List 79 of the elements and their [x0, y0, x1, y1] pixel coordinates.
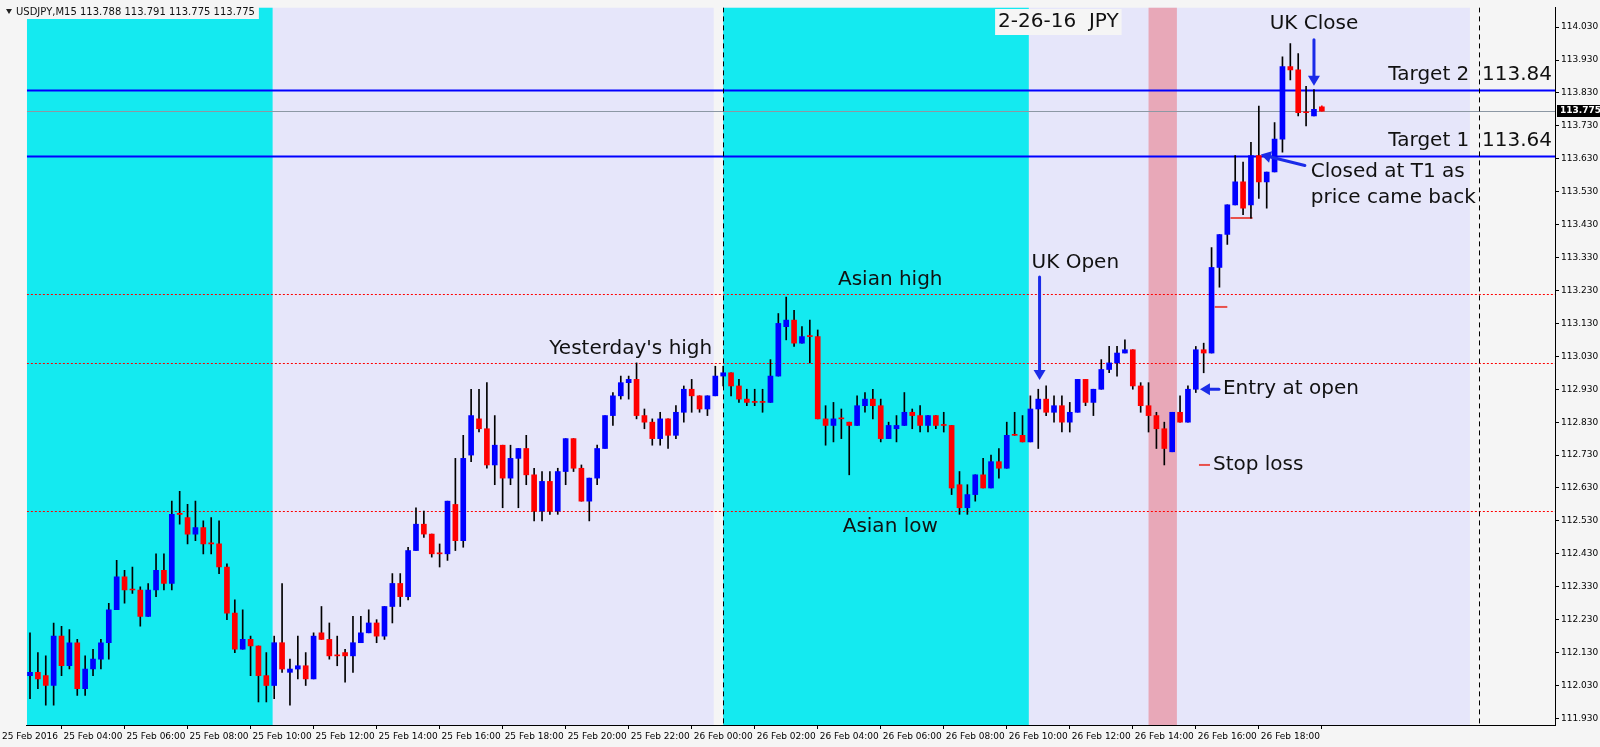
x-tick-label: 26 Feb 00:00 [693, 730, 753, 741]
y-tick-label: 113.930 [1561, 54, 1599, 65]
y-tick-label: 112.530 [1561, 515, 1599, 526]
x-tick-label: 25 Feb 04:00 [63, 730, 123, 741]
annotation: Closed at T1 as price came back [1310, 157, 1477, 208]
candlestick [342, 648, 348, 683]
x-tick-label: 25 Feb 20:00 [567, 730, 627, 741]
candlestick [743, 388, 750, 407]
y-tick-label: 113.630 [1561, 153, 1599, 164]
y-tick-label: 112.430 [1561, 548, 1599, 559]
candlestick [870, 388, 876, 420]
annotation: UK Close [1269, 9, 1359, 34]
y-tick-label: 113.830 [1561, 87, 1599, 98]
x-tick-label: 26 Feb 18:00 [1260, 730, 1321, 741]
candlestick [27, 632, 33, 699]
candlestick [295, 635, 301, 680]
ref-line-label: Target 2 113.84 [1387, 60, 1552, 85]
ref-line-label: Asian high [837, 265, 943, 290]
y-tick-label: 112.930 [1561, 383, 1599, 394]
x-tick-label: 25 Feb 10:00 [252, 730, 312, 741]
annotation: Stop loss [1212, 451, 1304, 476]
x-tick-label: 26 Feb 08:00 [945, 730, 1006, 741]
candlestick [846, 421, 853, 476]
ref-line-label: Asian low [842, 513, 938, 538]
y-tick-label: 112.130 [1561, 646, 1599, 657]
y-tick-label: 112.030 [1561, 679, 1599, 690]
candlestick [751, 388, 758, 407]
x-tick-label: 26 Feb 10:00 [1008, 730, 1069, 741]
y-tick-label: 113.430 [1561, 219, 1599, 229]
y-tick-label: 112.830 [1561, 416, 1599, 427]
y-tick-label: 113.530 [1561, 186, 1599, 197]
y-tick-label: 113.730 [1561, 120, 1599, 131]
x-tick-label: 25 Feb 16:00 [441, 730, 501, 741]
y-tick-label: 113.230 [1561, 284, 1599, 295]
candlestick [42, 655, 49, 706]
x-tick-label: 25 Feb 14:00 [378, 730, 438, 741]
y-tick-label: 112.630 [1561, 482, 1599, 493]
chart-subtitle: USDJPY,M15 113.788 113.791 113.775 113.775 [16, 5, 255, 17]
x-tick-label: 26 Feb 14:00 [1134, 730, 1195, 741]
candlestick [263, 652, 270, 703]
x-tick-label: 26 Feb 12:00 [1071, 730, 1132, 741]
candlestick [688, 379, 695, 413]
ref-line-label: 113.775 [1560, 105, 1600, 116]
candlestick [176, 490, 183, 525]
y-tick-label: 112.730 [1561, 449, 1599, 460]
candlestick [350, 616, 356, 673]
candlestick [909, 408, 916, 430]
candlestick [783, 296, 790, 341]
y-tick-label: 113.130 [1561, 317, 1599, 328]
x-tick-label: 25 Feb 22:00 [630, 730, 690, 741]
x-tick-label: 25 Feb 2016 [2, 730, 59, 741]
x-tick-label: 26 Feb 06:00 [882, 730, 943, 741]
candlestick [940, 411, 947, 433]
y-tick-label: 114.030 [1561, 21, 1599, 32]
candlestick [807, 319, 813, 364]
candlestick [1200, 342, 1207, 374]
x-tick-label: 25 Feb 06:00 [126, 730, 186, 741]
x-tick-label: 26 Feb 16:00 [1197, 730, 1258, 741]
y-tick-label: 113.030 [1561, 350, 1599, 361]
candlestick [35, 652, 41, 690]
x-tick-label: 25 Feb 18:00 [504, 730, 564, 741]
candlestick [1035, 388, 1042, 449]
ref-line-label: Target 1 113.64 [1387, 126, 1552, 151]
x-tick-label: 25 Feb 12:00 [315, 730, 375, 741]
x-tick-label: 26 Feb 04:00 [819, 730, 880, 741]
candlestick [476, 388, 482, 433]
y-tick-label: 111.930 [1561, 712, 1599, 723]
candlestick [239, 609, 246, 650]
chart-title: 2-26-16 JPY [998, 8, 1120, 33]
x-tick-label: 26 Feb 02:00 [756, 730, 816, 741]
candlestick [287, 658, 293, 706]
ref-line-label: Yesterday's high [548, 335, 713, 360]
x-tick-label: 25 Feb 08:00 [189, 730, 249, 741]
y-tick-label: 112.330 [1561, 581, 1599, 592]
candlestick [1303, 86, 1309, 127]
y-tick-label: 112.230 [1561, 614, 1599, 625]
annotation: UK Open [1031, 249, 1120, 274]
annotation: Entry at open [1222, 375, 1359, 400]
y-tick-label: 113.330 [1561, 251, 1599, 262]
